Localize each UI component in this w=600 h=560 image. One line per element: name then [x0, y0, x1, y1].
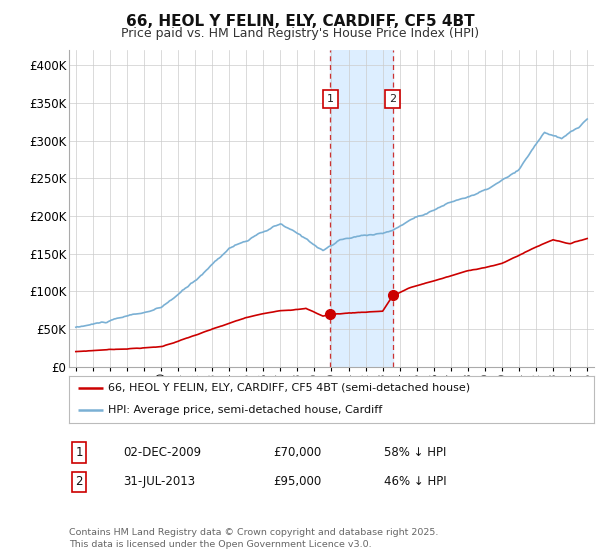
- Text: £95,000: £95,000: [273, 475, 321, 488]
- Text: 02-DEC-2009: 02-DEC-2009: [123, 446, 201, 459]
- Text: Price paid vs. HM Land Registry's House Price Index (HPI): Price paid vs. HM Land Registry's House …: [121, 27, 479, 40]
- Text: This data is licensed under the Open Government Licence v3.0.: This data is licensed under the Open Gov…: [69, 540, 371, 549]
- Text: Contains HM Land Registry data © Crown copyright and database right 2025.: Contains HM Land Registry data © Crown c…: [69, 528, 439, 536]
- Text: 1: 1: [76, 446, 83, 459]
- Text: 46% ↓ HPI: 46% ↓ HPI: [384, 475, 446, 488]
- Bar: [330, 50, 392, 367]
- Text: HPI: Average price, semi-detached house, Cardiff: HPI: Average price, semi-detached house,…: [109, 405, 383, 415]
- Text: 58% ↓ HPI: 58% ↓ HPI: [384, 446, 446, 459]
- Text: 66, HEOL Y FELIN, ELY, CARDIFF, CF5 4BT: 66, HEOL Y FELIN, ELY, CARDIFF, CF5 4BT: [125, 14, 475, 29]
- Text: 1: 1: [326, 95, 334, 104]
- Text: 2: 2: [389, 95, 396, 104]
- Text: £70,000: £70,000: [273, 446, 321, 459]
- Text: 31-JUL-2013: 31-JUL-2013: [123, 475, 195, 488]
- Text: 2: 2: [76, 475, 83, 488]
- Text: 66, HEOL Y FELIN, ELY, CARDIFF, CF5 4BT (semi-detached house): 66, HEOL Y FELIN, ELY, CARDIFF, CF5 4BT …: [109, 383, 470, 393]
